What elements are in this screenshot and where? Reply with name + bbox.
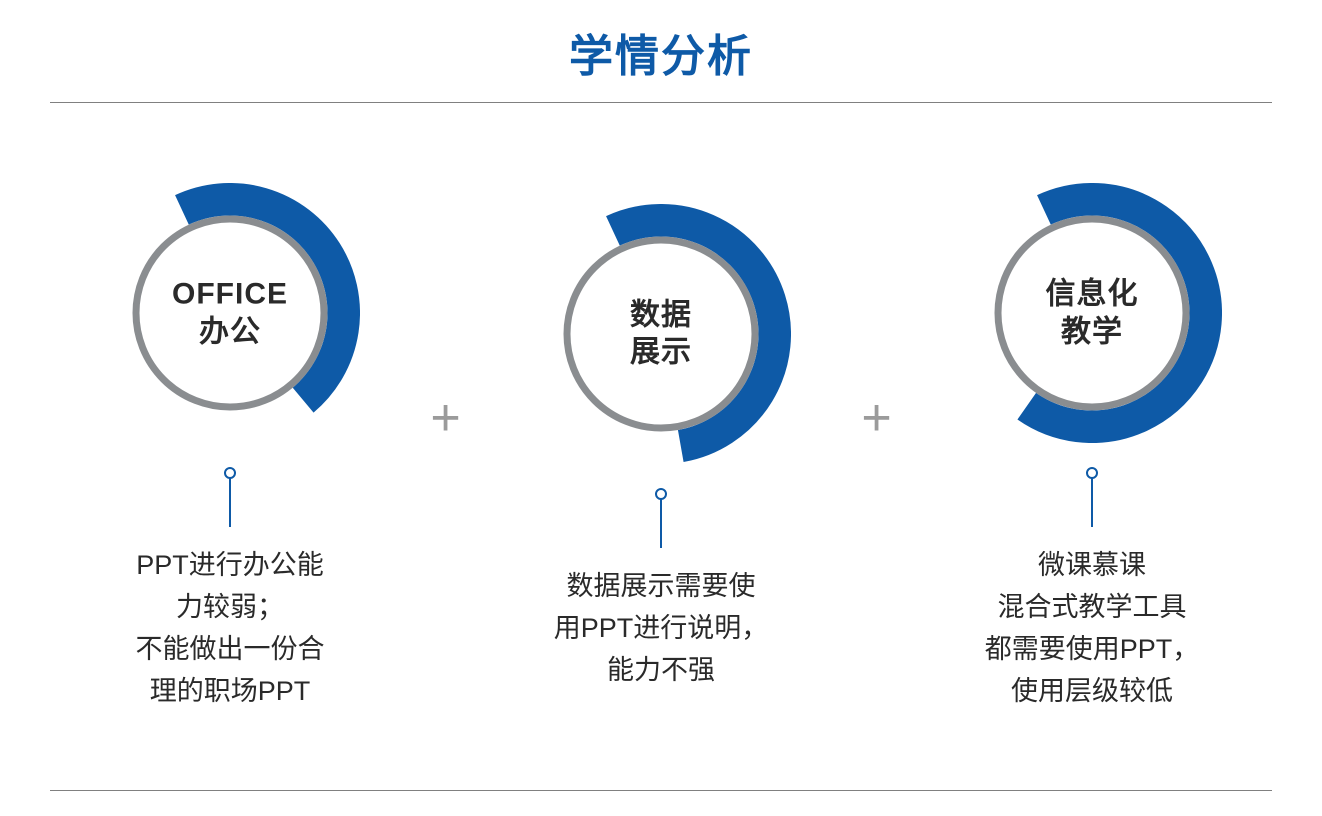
page-title: 学情分析 [50, 20, 1272, 84]
desc-edu: 微课慕课 混合式教学工具 都需要使用PPT， 使用层级较低 [985, 545, 1200, 712]
item-office: OFFICE 办公 PPT进行办公能 力较弱； 不能做出一份合 理的职场PPT [80, 183, 380, 712]
desc-office: PPT进行办公能 力较弱； 不能做出一份合 理的职场PPT [136, 545, 325, 712]
connector-line [1091, 477, 1093, 527]
connector-data [655, 488, 667, 548]
connector-office [224, 467, 236, 527]
connector-edu [1086, 467, 1098, 527]
plus-separator: + [430, 392, 460, 444]
plus-separator: + [861, 392, 891, 444]
circle-label-edu: 信息化 教学 [1046, 276, 1139, 351]
circle-label-office: OFFICE 办公 [172, 276, 288, 351]
bottom-divider [50, 790, 1272, 791]
circle-edu: 信息化 教学 [962, 183, 1222, 443]
top-divider [50, 102, 1272, 103]
circle-data: 数据 展示 [531, 204, 791, 464]
desc-data: 数据展示需要使 用PPT进行说明， 能力不强 [554, 566, 769, 692]
items-row: OFFICE 办公 PPT进行办公能 力较弱； 不能做出一份合 理的职场PPT … [50, 183, 1272, 712]
circle-office: OFFICE 办公 [100, 183, 360, 443]
circle-label-data: 数据 展示 [630, 296, 692, 371]
connector-line [229, 477, 231, 527]
item-data: 数据 展示 数据展示需要使 用PPT进行说明， 能力不强 [511, 204, 811, 692]
item-edu: 信息化 教学 微课慕课 混合式教学工具 都需要使用PPT， 使用层级较低 [942, 183, 1242, 712]
connector-line [660, 498, 662, 548]
